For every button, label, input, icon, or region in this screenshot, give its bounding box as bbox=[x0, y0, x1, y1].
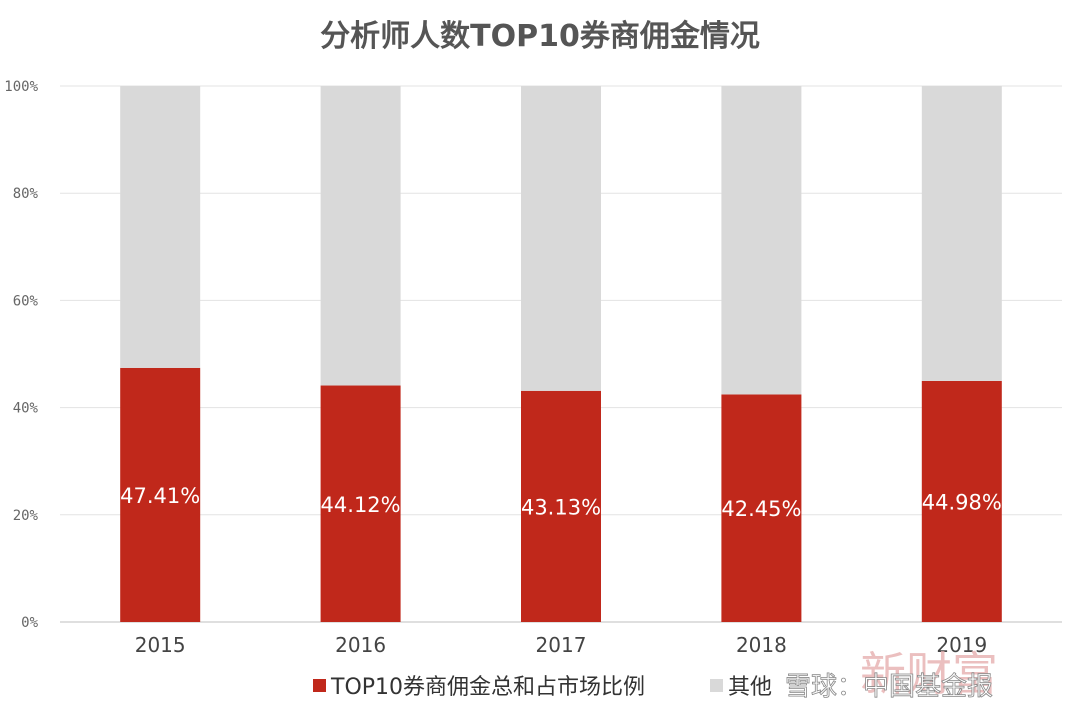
bars bbox=[120, 86, 1002, 622]
bar-top10 bbox=[921, 380, 1002, 622]
bar-other bbox=[721, 86, 802, 395]
data-label: 47.41% bbox=[120, 484, 200, 508]
x-tick-label: 2018 bbox=[736, 633, 787, 657]
data-label: 42.45% bbox=[721, 497, 801, 521]
legend-label: 其他 bbox=[728, 675, 772, 700]
bar-top10 bbox=[120, 367, 201, 622]
y-tick-label: 0% bbox=[21, 615, 38, 631]
y-tick-label: 100% bbox=[4, 79, 38, 95]
bar-other bbox=[921, 86, 1002, 381]
watermark: 新财富 雪球：中国基金报 bbox=[785, 647, 998, 702]
legend-swatch bbox=[710, 679, 723, 692]
data-labels: 47.41% 44.12% 43.13% 42.45% 44.98% bbox=[120, 484, 1002, 521]
data-label: 43.13% bbox=[521, 495, 601, 519]
chart-title: 分析师人数TOP10券商佣金情况 bbox=[320, 19, 760, 54]
x-tick-label: 2015 bbox=[135, 633, 186, 657]
y-tick-label: 60% bbox=[13, 293, 39, 309]
data-label: 44.98% bbox=[922, 490, 1002, 514]
bar-other bbox=[120, 86, 201, 368]
y-axis-ticks: 0% 20% 40% 60% 80% 100% bbox=[4, 79, 38, 631]
y-tick-label: 80% bbox=[13, 186, 39, 202]
x-tick-label: 2017 bbox=[536, 633, 587, 657]
legend: TOP10券商佣金总和占市场比例 其他 bbox=[313, 675, 772, 700]
watermark-stamp: 新财富 bbox=[860, 647, 998, 701]
y-tick-label: 40% bbox=[13, 401, 39, 417]
y-tick-label: 20% bbox=[13, 508, 39, 524]
x-tick-label: 2016 bbox=[335, 633, 386, 657]
watermark-text: 雪球：中国基金报 bbox=[785, 672, 993, 702]
x-axis-ticks: 2015 2016 2017 2018 2019 bbox=[135, 633, 988, 657]
legend-label: TOP10券商佣金总和占市场比例 bbox=[330, 675, 645, 700]
data-label: 44.12% bbox=[321, 493, 401, 517]
bar-top10 bbox=[320, 385, 401, 622]
bar-top10 bbox=[521, 390, 601, 622]
bar-top10 bbox=[721, 394, 802, 622]
bar-other bbox=[320, 86, 401, 386]
x-tick-label: 2019 bbox=[936, 633, 987, 657]
legend-swatch bbox=[313, 679, 326, 692]
bar-other bbox=[521, 86, 601, 391]
